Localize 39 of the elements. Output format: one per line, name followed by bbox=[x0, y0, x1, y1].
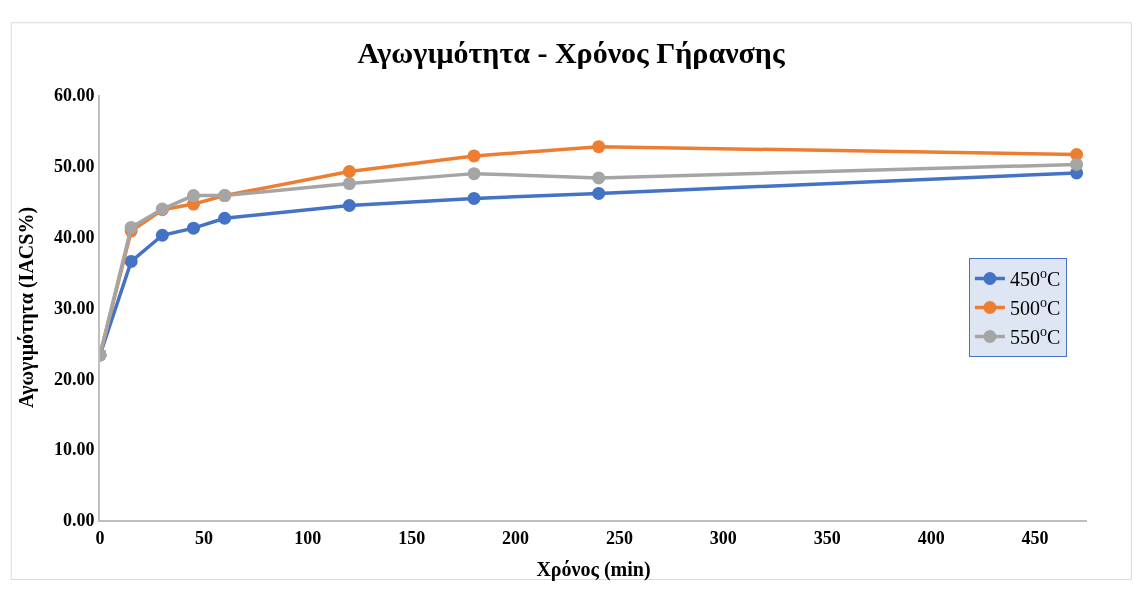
point bbox=[342, 199, 356, 212]
y-tick-label: 10.00 bbox=[53, 439, 95, 460]
point bbox=[124, 254, 138, 268]
point bbox=[467, 191, 481, 205]
y-axis-title: Αγωγιμότητα (IACS%) bbox=[14, 206, 38, 409]
legend-label: 450$^{o}$C bbox=[1009, 265, 1061, 291]
x-axis-title: Χρόνος (min) bbox=[536, 557, 651, 581]
legend-label: 550$^{o}$C bbox=[1009, 323, 1061, 349]
x-tick-label: 350 bbox=[813, 527, 841, 548]
point bbox=[342, 165, 356, 178]
x-tick-label: 450 bbox=[1021, 527, 1049, 548]
point bbox=[1070, 157, 1084, 171]
x-tick-label: 250 bbox=[605, 527, 633, 548]
point bbox=[592, 186, 606, 200]
x-tick-label: 300 bbox=[709, 527, 737, 548]
point bbox=[124, 220, 138, 234]
x-tick-label: 0 bbox=[95, 527, 105, 548]
x-tick-label: 50 bbox=[194, 527, 213, 548]
y-tick-label: 30.00 bbox=[53, 297, 95, 318]
point bbox=[155, 228, 169, 242]
y-tick-label: 60.00 bbox=[53, 85, 95, 106]
point bbox=[187, 221, 201, 235]
point bbox=[218, 211, 232, 225]
x-tick-label: 200 bbox=[502, 527, 530, 548]
y-tick-label: 20.00 bbox=[53, 368, 95, 389]
y-tick-label: 0.00 bbox=[62, 510, 95, 531]
point bbox=[592, 140, 606, 154]
y-tick-label: 50.00 bbox=[53, 156, 95, 177]
y-tick-label: 40.00 bbox=[53, 226, 95, 247]
point bbox=[467, 167, 481, 181]
x-tick-label: 400 bbox=[917, 527, 945, 548]
point bbox=[592, 171, 606, 185]
legend-label: 500$^{o}$C bbox=[1009, 294, 1061, 320]
x-tick-label: 150 bbox=[398, 527, 426, 548]
point bbox=[187, 189, 201, 203]
point bbox=[342, 177, 356, 191]
point bbox=[467, 149, 481, 163]
chart-title: Αγωγιμότητα - Χρόνος Γήρανσης bbox=[357, 36, 785, 69]
x-tick-label: 100 bbox=[294, 527, 322, 548]
